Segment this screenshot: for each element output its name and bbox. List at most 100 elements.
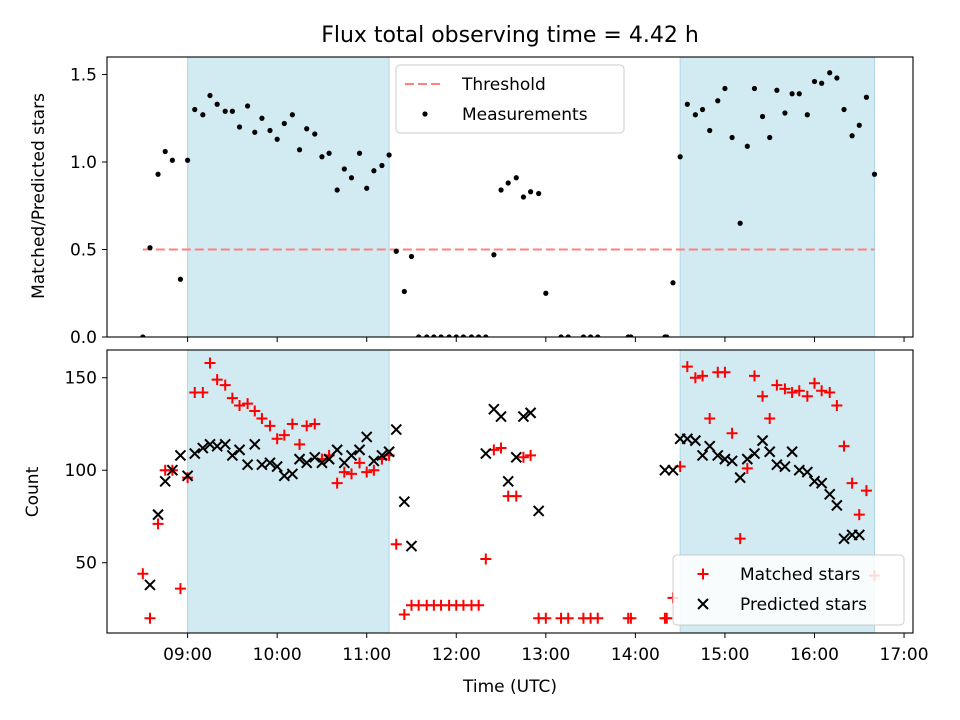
bottom-point-1-33 — [390, 423, 402, 436]
bottom-point-0-35 — [398, 609, 410, 621]
bottom-point-1-23 — [316, 457, 328, 469]
top-point-0-66 — [684, 101, 690, 107]
bottom-point-0-84 — [816, 385, 828, 397]
top-point-0-68 — [699, 106, 706, 113]
top-point-0-54 — [543, 290, 549, 296]
top-point-0-64 — [670, 280, 676, 286]
top-point-0-24 — [319, 154, 325, 160]
bottom-x-tick-label: 17:00 — [880, 645, 929, 665]
bottom-point-1-66 — [824, 488, 836, 500]
top-point-0-13 — [236, 124, 243, 130]
top-panel: 0.0 0.5 1.0 1.5 Threshold Measurements — [70, 56, 914, 348]
bottom-point-1-14 — [249, 438, 261, 451]
top-point-0-25 — [326, 150, 332, 156]
bottom-point-0-17 — [264, 420, 276, 432]
bottom-point-1-35 — [405, 540, 418, 552]
top-legend-frame — [395, 64, 625, 134]
bottom-axes-frame — [106, 349, 914, 634]
bottom-point-1-53 — [726, 455, 738, 467]
top-point-0-8 — [200, 112, 206, 118]
bottom-point-0-12 — [226, 392, 238, 404]
top-point-0-80 — [789, 91, 795, 97]
bottom-point-0-59 — [592, 612, 604, 624]
bottom-point-0-54 — [540, 612, 552, 624]
bottom-point-0-28 — [345, 468, 357, 480]
bottom-point-0-75 — [748, 370, 760, 382]
bottom-point-1-32 — [383, 446, 395, 458]
top-point-0-83 — [811, 78, 818, 85]
bottom-point-0-27 — [338, 466, 350, 478]
bottom-point-1-41 — [517, 410, 530, 423]
bottom-point-0-88 — [846, 477, 858, 489]
legend-x-swatch — [697, 598, 709, 610]
top-point-0-6 — [185, 157, 191, 163]
bottom-point-1-42 — [524, 407, 537, 419]
bottom-point-1-27 — [345, 449, 358, 462]
top-point-0-18 — [274, 136, 280, 142]
top-point-0-26 — [334, 187, 340, 193]
top-y-tick-label: 1.5 — [70, 66, 97, 86]
bottom-point-0-80 — [786, 387, 798, 399]
x-axis-label: Time (UTC) — [462, 677, 557, 697]
bottom-point-1-36 — [480, 447, 492, 460]
top-point-0-52 — [527, 189, 534, 195]
top-point-0-15 — [252, 129, 258, 135]
top-point-0-40 — [438, 334, 444, 337]
top-point-0-74 — [744, 143, 750, 149]
bottom-point-0-63 — [661, 612, 673, 624]
top-point-0-4 — [169, 157, 175, 163]
bottom-x-tick-label: 13:00 — [521, 645, 570, 665]
top-point-0-86 — [834, 75, 840, 81]
top-point-0-32 — [379, 162, 385, 169]
top-point-0-81 — [796, 91, 802, 97]
chart-title: Flux total observing time = 4.42 h — [321, 23, 699, 48]
top-series-0 — [140, 70, 878, 337]
top-point-0-82 — [804, 112, 810, 118]
bottom-point-1-5 — [181, 470, 194, 482]
bottom-point-1-2 — [159, 475, 171, 488]
bottom-point-1-63 — [801, 466, 814, 478]
bottom-point-0-76 — [757, 390, 769, 402]
top-point-0-70 — [715, 98, 721, 104]
bottom-legend-label: Matched stars — [740, 565, 860, 585]
top-point-0-76 — [759, 113, 766, 120]
bottom-point-0-85 — [824, 387, 836, 399]
bottom-point-1-21 — [301, 457, 313, 469]
top-point-0-42 — [453, 334, 459, 337]
bottom-y-tick-label: 50 — [75, 554, 97, 574]
bottom-x-tick-label: 15:00 — [700, 645, 749, 665]
top-point-0-48 — [498, 187, 504, 193]
bottom-point-1-51 — [712, 449, 724, 462]
bottom-x-tick-label: 10:00 — [253, 645, 302, 665]
bottom-y-axis-label: Count — [23, 466, 43, 517]
top-point-0-72 — [729, 134, 735, 141]
bottom-point-0-45 — [473, 599, 485, 611]
bottom-point-0-67 — [689, 372, 701, 384]
top-axes-frame — [106, 56, 914, 338]
bottom-point-0-87 — [838, 440, 850, 452]
bottom-y-tick-label: 150 — [65, 369, 97, 389]
bottom-point-0-20 — [286, 418, 298, 430]
bottom-point-0-34 — [390, 538, 402, 550]
bottom-point-0-86 — [831, 399, 843, 411]
bottom-x-tick-label: 11:00 — [342, 645, 391, 665]
bottom-point-0-31 — [368, 464, 380, 476]
bottom-point-0-9 — [204, 357, 216, 369]
bottom-x-tick-label: 14:00 — [611, 645, 660, 665]
bottom-point-1-31 — [376, 449, 388, 462]
top-point-0-7 — [192, 106, 198, 113]
top-point-0-73 — [737, 220, 743, 226]
top-point-0-88 — [849, 133, 855, 139]
top-point-0-16 — [259, 115, 265, 121]
bottom-point-1-49 — [696, 449, 709, 462]
top-point-0-59 — [595, 334, 601, 337]
top-point-0-23 — [312, 131, 318, 137]
bottom-point-1-25 — [331, 444, 343, 456]
bottom-point-1-4 — [174, 449, 187, 462]
top-point-0-17 — [267, 127, 273, 134]
bottom-point-1-13 — [241, 458, 254, 471]
bottom-point-0-6 — [182, 472, 194, 484]
bottom-panel: 50 100 150 09:00 10:00 11:00 12:00 13:00 14:00 15… — [65, 349, 929, 665]
bottom-legend: Matched stars Predicted stars — [672, 554, 905, 626]
bottom-shaded-region-0 — [187, 350, 390, 633]
